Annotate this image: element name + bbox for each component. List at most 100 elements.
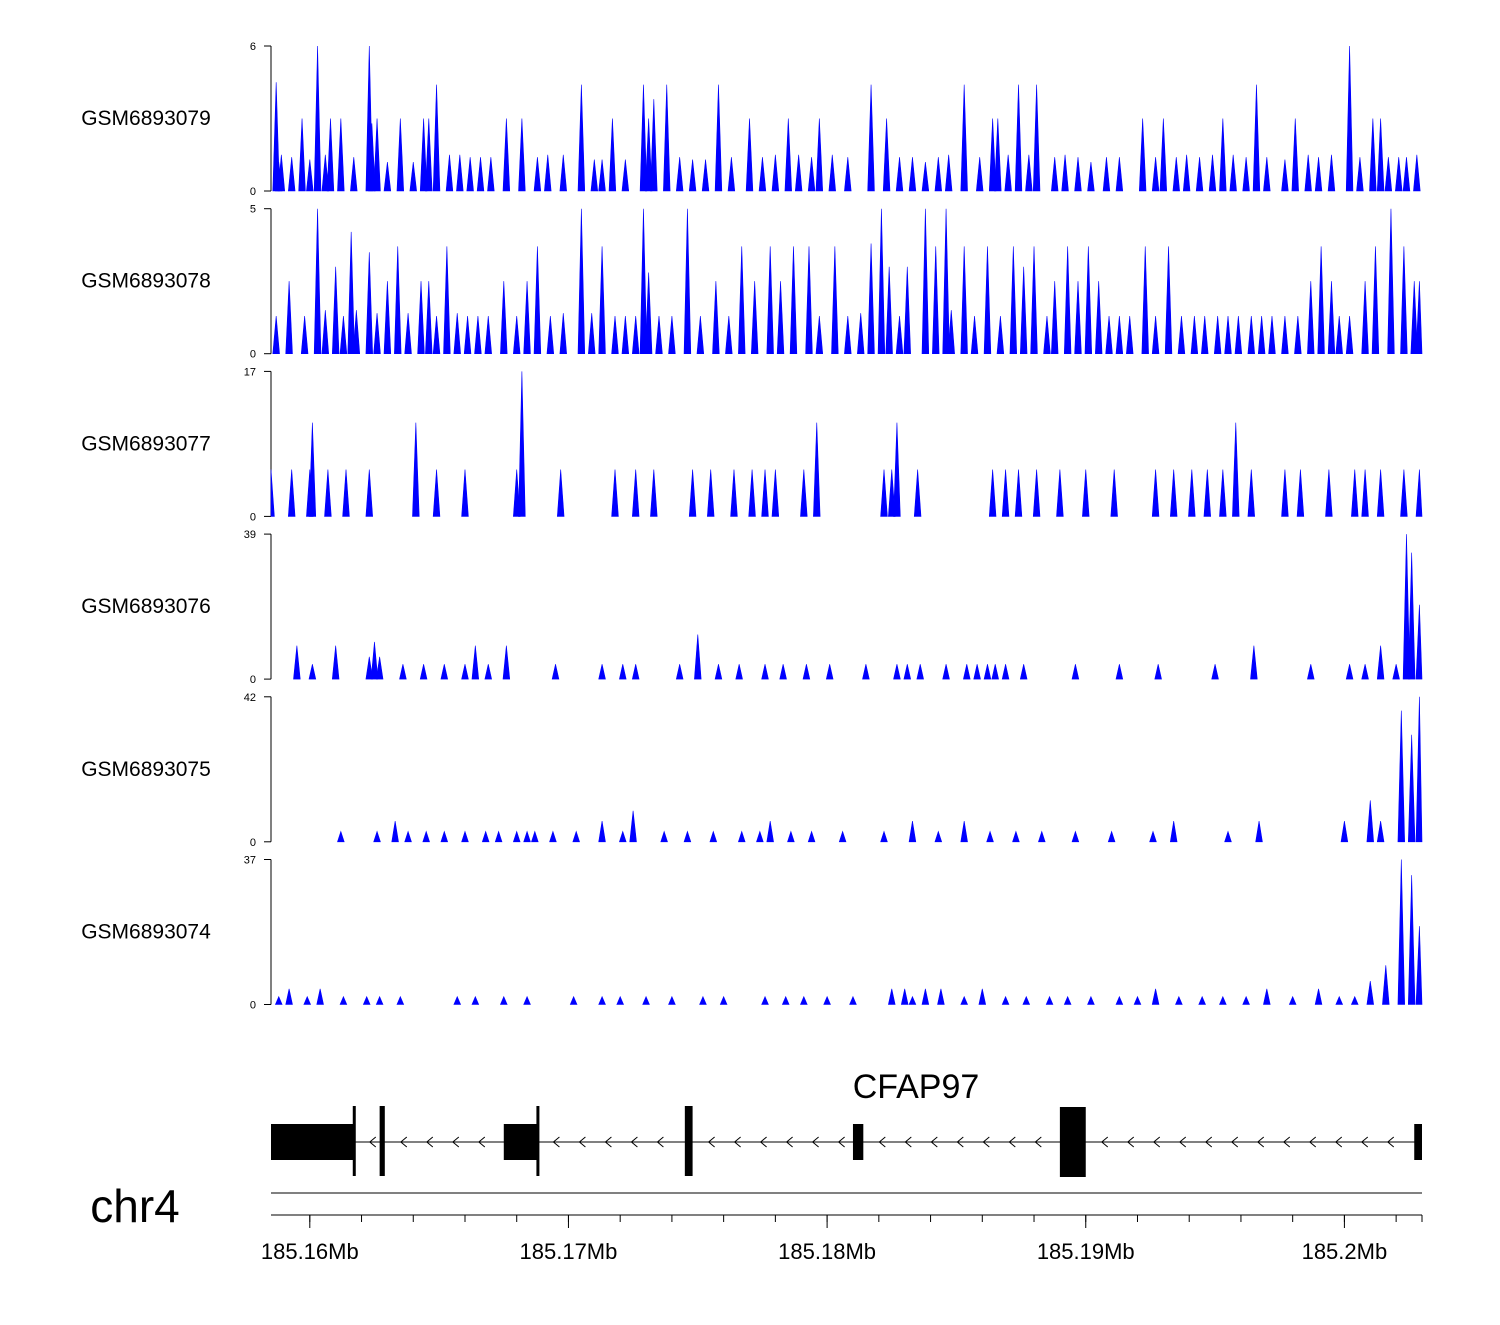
- coverage-peak: [370, 641, 379, 680]
- coverage-peak: [557, 469, 565, 517]
- coverage-peak: [1182, 154, 1191, 192]
- coverage-peak: [1382, 965, 1390, 1005]
- coverage-peak: [502, 645, 511, 680]
- coverage-peak: [1051, 281, 1059, 355]
- coverage-peak: [1219, 995, 1227, 1005]
- coverage-peak: [1229, 154, 1237, 192]
- coverage-peak: [1407, 552, 1416, 680]
- coverage-peak: [1087, 995, 1095, 1005]
- strand-arrow: [733, 1136, 741, 1148]
- coverage-peak: [699, 995, 707, 1005]
- coverage-peak: [461, 830, 469, 843]
- coverage-peak: [1071, 830, 1080, 843]
- coverage-peak: [326, 118, 335, 192]
- coverage-peak: [714, 664, 723, 680]
- track-GSM6893074: 37 0 GSM6893074: [81, 855, 1423, 1012]
- coverage-peak: [1177, 315, 1186, 355]
- coverage-peak: [523, 830, 531, 843]
- coverage-peak: [453, 313, 461, 355]
- exon: [852, 1124, 864, 1160]
- strand-arrow: [552, 1136, 560, 1148]
- coverage-peak: [893, 422, 901, 517]
- strand-arrow: [982, 1136, 990, 1148]
- coverage-peak: [880, 469, 888, 517]
- coverage-peak: [471, 645, 480, 680]
- coverage-peak: [735, 664, 743, 680]
- coverage-peak: [1395, 157, 1403, 192]
- coverage-peak: [422, 830, 430, 843]
- coverage-peak: [942, 208, 950, 355]
- coverage-peak: [761, 664, 769, 680]
- coverage-peak: [383, 161, 392, 192]
- coverage-peak: [908, 157, 917, 192]
- coverage-peak: [831, 246, 839, 355]
- coverage-peak: [1038, 830, 1046, 843]
- coverage-peak: [934, 157, 943, 192]
- coverage-peak: [453, 995, 462, 1005]
- coverage-peak: [787, 830, 795, 843]
- coverage-peak: [1020, 266, 1028, 355]
- coverage-peak: [1151, 469, 1160, 517]
- axis-tick-label: 185.19Mb: [1037, 1239, 1135, 1264]
- coverage-peak: [1045, 995, 1054, 1005]
- coverage-peak: [983, 246, 992, 355]
- strand-arrow: [400, 1136, 408, 1148]
- coverage-peak: [709, 830, 718, 843]
- coverage-peak: [1198, 995, 1206, 1005]
- coverage-peak: [1043, 315, 1051, 355]
- coverage-peak: [1252, 84, 1261, 192]
- coverage-peak: [331, 266, 340, 355]
- coverage-peak: [546, 315, 555, 355]
- coverage-peak: [1164, 246, 1173, 355]
- coverage-peak: [934, 830, 943, 843]
- coverage-peak: [1107, 830, 1116, 843]
- coverage-peak: [471, 995, 480, 1005]
- coverage-peak: [903, 266, 911, 355]
- coverage-peak: [862, 664, 870, 680]
- coverage-peak: [1012, 830, 1020, 843]
- coverage-peak: [1115, 995, 1124, 1005]
- coverage-peak: [277, 154, 286, 192]
- strand-arrow: [630, 1136, 638, 1148]
- coverage-peak: [1032, 84, 1041, 192]
- track-y-max-label: 39: [244, 529, 256, 541]
- coverage-peak: [1376, 645, 1385, 680]
- coverage-peak: [598, 664, 606, 680]
- strand-arrow: [1334, 1136, 1343, 1148]
- coverage-peak: [776, 281, 785, 355]
- coverage-peak: [396, 995, 405, 1005]
- strand-arrow: [785, 1136, 793, 1148]
- coverage-peak: [293, 645, 301, 680]
- track-label: GSM6893078: [81, 270, 211, 293]
- coverage-peak: [1061, 154, 1069, 192]
- coverage-peak: [1032, 469, 1041, 517]
- coverage-peak: [373, 118, 381, 192]
- strand-arrow: [1256, 1136, 1265, 1148]
- coverage-peak: [1188, 469, 1196, 517]
- coverage-peak: [368, 123, 376, 192]
- coverage-peak: [1268, 315, 1276, 355]
- strand-arrow: [878, 1136, 886, 1148]
- coverage-peak: [973, 664, 981, 680]
- coverage-peak: [1242, 157, 1250, 192]
- coverage-peak: [1195, 157, 1204, 192]
- coverage-peak: [513, 469, 521, 517]
- coverage-peak: [1115, 157, 1124, 192]
- track-y-zero-label: 0: [250, 511, 256, 523]
- coverage-peak: [417, 281, 425, 355]
- coverage-peak: [1151, 157, 1160, 192]
- coverage-peak: [1056, 469, 1064, 517]
- coverage-peak: [461, 664, 469, 680]
- strand-arrow: [1308, 1136, 1317, 1148]
- strand-arrow: [1100, 1136, 1109, 1148]
- coverage-peak: [719, 995, 728, 1005]
- coverage-peak: [590, 159, 599, 192]
- coverage-peak: [844, 157, 852, 192]
- coverage-peak: [789, 246, 798, 355]
- coverage-peak: [988, 469, 997, 517]
- coverage-peak: [337, 118, 345, 192]
- coverage-peak: [1413, 154, 1421, 192]
- coverage-peak: [598, 821, 606, 843]
- coverage-peak: [1063, 246, 1072, 355]
